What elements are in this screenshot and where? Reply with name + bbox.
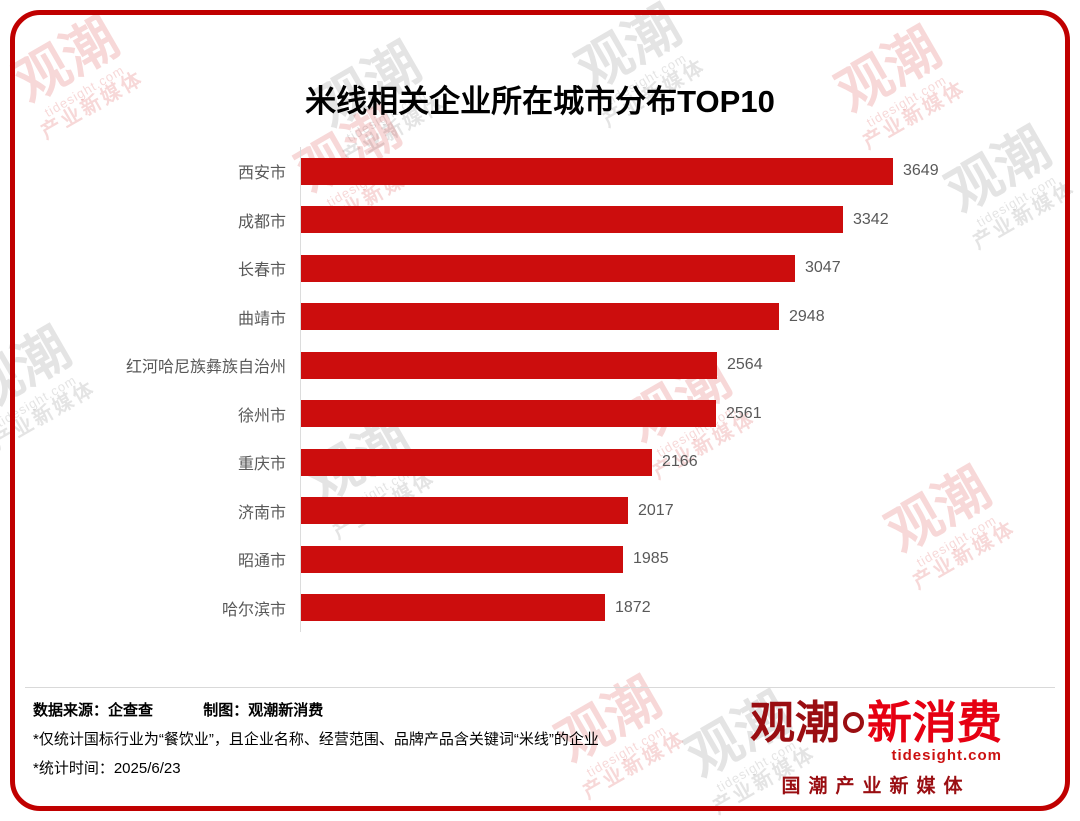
- chart-title: 米线相关企业所在城市分布TOP10: [305, 84, 775, 119]
- bar-value: 2561: [726, 404, 762, 422]
- chart-row: 长春市 3047: [30, 244, 1045, 293]
- bar: [301, 254, 795, 282]
- chart-rows: 西安市 3649 成都市 3342 长春市 3047 曲靖市 2948 红河哈尼…: [30, 147, 1045, 632]
- bar-label: 红河哈尼族彝族自治州: [125, 359, 286, 377]
- bar-track: 3047: [300, 244, 1045, 293]
- bar: [301, 157, 893, 185]
- chart-row: 西安市 3649: [30, 147, 1045, 196]
- bar-value: 3342: [853, 210, 889, 228]
- bar-value: 2564: [727, 356, 763, 374]
- footer-divider: [25, 687, 1055, 688]
- bar-label: 西安市: [237, 165, 286, 183]
- chart-row: 济南市 2017: [30, 486, 1045, 535]
- bar-value: 1985: [633, 550, 669, 568]
- logo-domain: tidesight.com: [891, 747, 1002, 764]
- footer: 数据来源：企查查 制图：观潮新消费 *仅统计国标行业为“餐饮业”，且企业名称、经…: [33, 699, 599, 786]
- bar-label: 昭通市: [237, 553, 286, 571]
- bar-track: 1985: [300, 535, 1045, 584]
- logo-seal-icon: [842, 712, 864, 733]
- bar-label: 曲靖市: [237, 310, 286, 328]
- bar-value: 2948: [789, 307, 825, 325]
- data-source-label: 数据来源：企查查: [33, 702, 154, 719]
- bar: [301, 303, 779, 331]
- bar-value: 2166: [662, 453, 698, 471]
- bar-track: 3649: [300, 147, 1045, 196]
- bar: [301, 448, 652, 476]
- bar: [301, 206, 843, 234]
- bar-label: 哈尔滨市: [221, 601, 286, 619]
- bar: [301, 351, 717, 379]
- chart-row: 哈尔滨市 1872: [30, 583, 1045, 632]
- bar: [301, 497, 628, 525]
- bar-value: 3649: [903, 162, 939, 180]
- brand-logo: 观潮 新消费 tidesight.com 国潮产业新媒体: [750, 700, 1002, 798]
- logo-tagline: 国潮产业新媒体: [781, 776, 971, 797]
- chart-row: 成都市 3342: [30, 195, 1045, 244]
- bar-value: 3047: [805, 259, 841, 277]
- bar-track: 2948: [300, 292, 1045, 341]
- bar: [301, 545, 623, 573]
- bar-value: 2017: [638, 501, 674, 519]
- bar-track: 1872: [300, 583, 1045, 632]
- bar-track: 2564: [300, 341, 1045, 390]
- footnote-date: *统计时间：2025/6/23: [33, 760, 181, 777]
- bar: [301, 594, 605, 622]
- chart-row: 红河哈尼族彝族自治州 2564: [30, 341, 1045, 390]
- logo-wordmark: 观潮 新消费: [750, 700, 1002, 745]
- chart-row: 昭通市 1985: [30, 535, 1045, 584]
- bar-label: 徐州市: [237, 407, 286, 425]
- bar-track: 3342: [300, 195, 1045, 244]
- chart-maker-label: 制图：观潮新消费: [203, 702, 324, 719]
- bar-track: 2166: [300, 438, 1045, 487]
- bar-label: 济南市: [237, 504, 286, 522]
- bar-label: 成都市: [237, 213, 286, 231]
- logo-name-secondary: 新消费: [866, 697, 1002, 748]
- chart-row: 曲靖市 2948: [30, 292, 1045, 341]
- bar-label: 长春市: [237, 262, 286, 280]
- bar-track: 2017: [300, 486, 1045, 535]
- chart-row: 重庆市 2166: [30, 438, 1045, 487]
- logo-name-primary: 观潮: [749, 697, 840, 748]
- bar: [301, 400, 716, 428]
- footnote-scope: *仅统计国标行业为“餐饮业”，且企业名称、经营范围、品牌产品含关键词“米线”的企…: [33, 731, 599, 748]
- bar-chart: 西安市 3649 成都市 3342 长春市 3047 曲靖市 2948 红河哈尼…: [30, 147, 1045, 632]
- chart-row: 徐州市 2561: [30, 389, 1045, 438]
- bar-label: 重庆市: [237, 456, 286, 474]
- bar-value: 1872: [615, 598, 651, 616]
- source-line: 数据来源：企查查 制图：观潮新消费: [33, 699, 599, 720]
- bar-track: 2561: [300, 389, 1045, 438]
